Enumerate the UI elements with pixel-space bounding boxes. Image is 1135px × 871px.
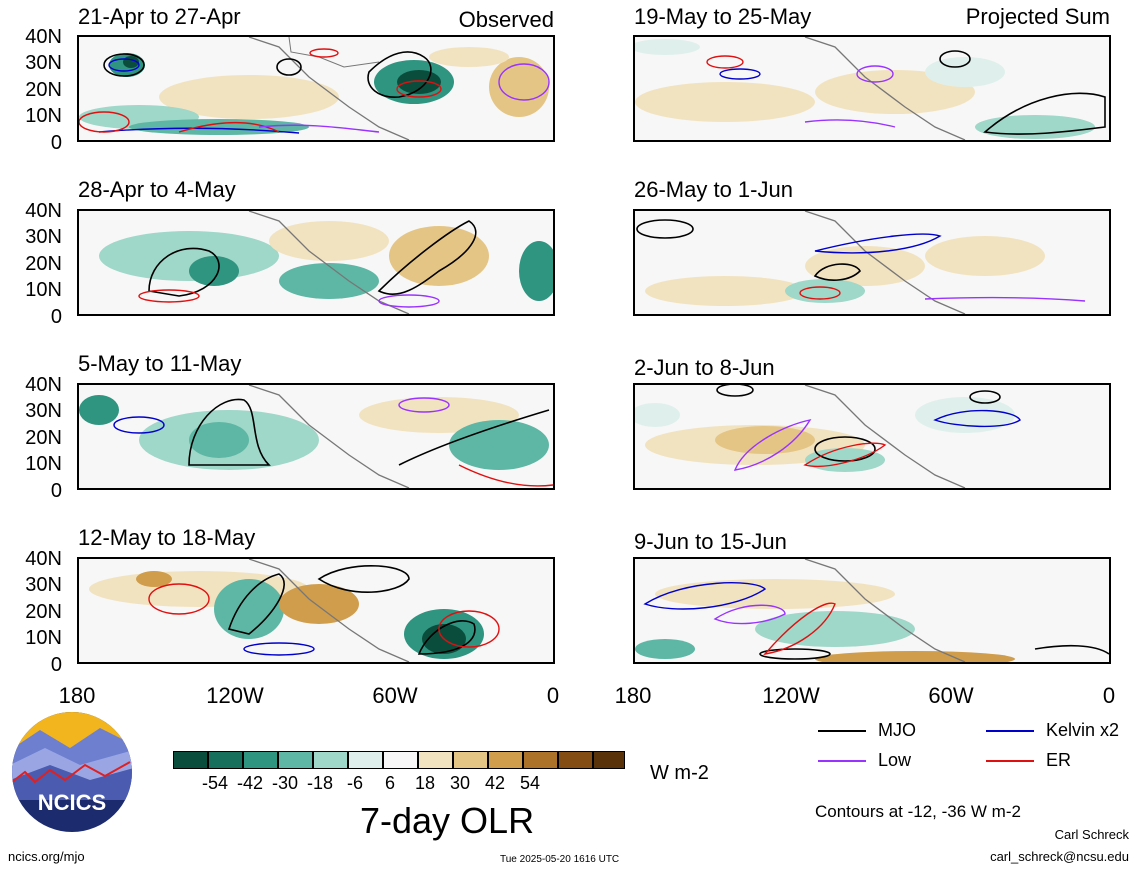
panel-title-2: 19-May to 25-May (634, 4, 812, 29)
panel-title-4: 26-May to 1-Jun (634, 177, 793, 202)
panel-tag-observed: Observed (458, 7, 554, 32)
map-panel-1 (77, 35, 555, 142)
contour-note: Contours at -12, -36 W m-2 (815, 802, 1021, 821)
panel-title-1: 21-Apr to 27-Apr (78, 4, 241, 29)
panel-title-6: 2-Jun to 8-Jun (634, 355, 775, 380)
map-panel-6 (633, 383, 1111, 490)
logo-text: NCICS (38, 790, 106, 815)
legend-low: Low (878, 750, 912, 770)
colorbar-units: W m-2 (650, 762, 709, 784)
footer-email: carl_schreck@ncsu.edu (990, 849, 1129, 864)
legend-kelvin: Kelvin x2 (1046, 720, 1120, 740)
colorbar (173, 751, 625, 769)
map-panel-7 (77, 557, 555, 664)
footer-author: Carl Schreck (1054, 827, 1129, 842)
panel-title-5: 5-May to 11-May (78, 351, 242, 376)
map-panel-8 (633, 557, 1111, 664)
ncics-logo: NCICS (10, 710, 134, 834)
map-panel-5 (77, 383, 555, 490)
legend-er: ER (1046, 750, 1072, 770)
colorbar-title: 7-day OLR (360, 800, 535, 841)
panel-tag-projected: Projected Sum (965, 4, 1110, 29)
panel-title-3: 28-Apr to 4-May (78, 177, 236, 202)
map-panel-4 (633, 209, 1111, 316)
legend-mjo: MJO (878, 720, 916, 740)
footer-site: ncics.org/mjo (8, 849, 85, 864)
map-panel-2 (633, 35, 1111, 142)
panel-title-7: 12-May to 18-May (78, 525, 256, 550)
footer-timestamp: Tue 2025-05-20 1616 UTC (500, 854, 620, 865)
map-panel-3 (77, 209, 555, 316)
panel-title-8: 9-Jun to 15-Jun (634, 529, 787, 554)
